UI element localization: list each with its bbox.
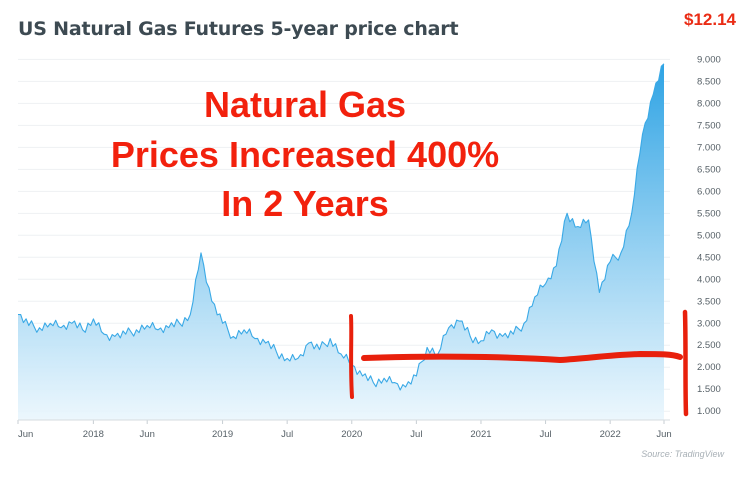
y-tick-label: 7.500	[697, 120, 721, 131]
y-tick-label: 8.500	[697, 76, 721, 87]
price-line	[17, 63, 665, 391]
y-tick-label: 2.000	[697, 362, 721, 373]
red-markers	[349, 309, 689, 417]
y-tick-label: 5.500	[697, 208, 721, 219]
y-tick-label: 9.000	[697, 54, 721, 65]
red-marker-baseline	[361, 350, 683, 364]
area-fill	[18, 63, 664, 421]
y-tick-label: 2.500	[697, 340, 721, 351]
x-tick-label: Jul	[410, 429, 422, 440]
x-tick-label: 2020	[341, 429, 362, 440]
y-tick-label: 1.000	[697, 406, 721, 417]
y-tick-label: 7.000	[697, 142, 721, 153]
x-tick-label: Jun	[656, 429, 671, 440]
red-marker-left-bar	[349, 314, 354, 399]
source-note: Source: TradingView	[641, 449, 724, 459]
y-tick-label: 3.000	[697, 318, 721, 329]
red-marker-right-bar	[682, 309, 689, 417]
y-tick-label: 8.000	[697, 98, 721, 109]
y-tick-label: 6.000	[697, 186, 721, 197]
x-tick-label: Jul	[281, 429, 293, 440]
headline-line-2: Prices Increased 400%	[110, 134, 500, 175]
chart-title: US Natural Gas Futures 5-year price char…	[18, 18, 459, 40]
x-tick-label: Jun	[140, 429, 155, 440]
y-axis-labels: 9.000 8.500 8.000 7.500 7.000 6.500 6.000 5.500…	[697, 54, 721, 417]
y-tick-label: 4.500	[697, 252, 721, 263]
current-price: $12.14	[684, 10, 736, 29]
x-axis-labels: Jun 2018 Jun 2019 Jul 2020 Jul 2021 Jul 2022 Jun	[17, 419, 672, 440]
x-tick-label: 2019	[212, 429, 233, 440]
y-tick-label: 6.500	[697, 164, 721, 175]
y-tick-label: 3.500	[697, 296, 721, 307]
y-tick-label: 1.500	[697, 384, 721, 395]
x-tick-label: 2018	[83, 429, 104, 440]
headline-line-1: Natural Gas	[203, 84, 407, 125]
headline-line-3: In 2 Years	[221, 183, 389, 224]
x-tick-label: 2021	[470, 429, 491, 440]
y-tick-label: 5.000	[697, 230, 721, 241]
x-tick-label: 2022	[600, 429, 621, 440]
x-tick-label: Jul	[539, 429, 551, 440]
y-tick-label: 4.000	[697, 274, 721, 285]
x-tick-label: Jun	[18, 429, 33, 440]
